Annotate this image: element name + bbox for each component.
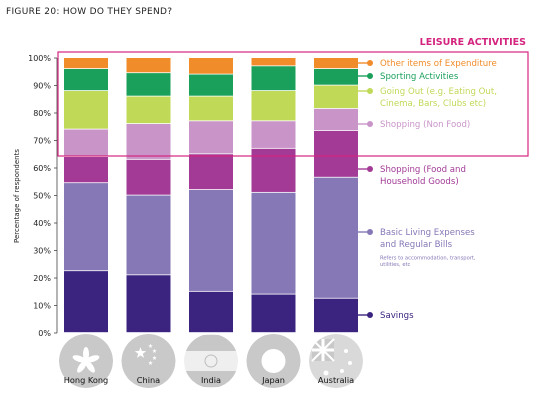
y-tick-label: 10% (33, 302, 51, 311)
leisure-activities-label: LEISURE ACTIVITIES (420, 37, 526, 48)
legend-marker-shopping-non-food (367, 121, 373, 127)
legend-label-shopping-non-food: Shopping (Non Food) (380, 120, 470, 130)
category-label-china: China (137, 375, 160, 385)
bar-australia-basic-living-expenses-and-regular-bills (314, 177, 358, 298)
bar-india-sporting-activities (189, 74, 233, 96)
legend-label-shopping-food-and-household-goods: Shopping (Food and Household Goods) (380, 165, 466, 187)
india-flag-icon (184, 334, 238, 388)
y-tick-label: 30% (33, 247, 51, 256)
category-label-india: India (201, 375, 221, 385)
y-tick-label: 20% (33, 274, 51, 283)
bars (64, 58, 358, 333)
y-tick-label: 80% (33, 109, 51, 118)
y-axis: 0% 10% 20% 30% 40% 50% 60% 70% 80% 90% 100% (28, 54, 58, 338)
bar-india-going-out-e-g-eating-out-cinema-bars-clubs-etc (189, 96, 233, 121)
legend-marker-savings (367, 312, 373, 318)
y-tick-label: 60% (33, 164, 51, 173)
bar-india-shopping-food-and-household-goods (189, 154, 233, 190)
bar-hong-kong-going-out-e-g-eating-out-cinema-bars-clubs-etc (64, 91, 108, 129)
legend-label-going-out-e-g-eating-out-cinema-bars-clubs-etc: Going Out (e.g. Eating Out, Cinema, Bars,… (380, 87, 497, 109)
legend-marker-basic-living-expenses-and-regular-bills (367, 229, 373, 235)
bar-japan-sporting-activities (251, 66, 296, 91)
bar-hong-kong-sporting-activities (64, 69, 108, 91)
y-tick-label: 40% (33, 219, 51, 228)
bar-australia-savings (314, 298, 358, 333)
bar-australia-shopping-food-and-household-goods (314, 130, 358, 177)
bar-china-sporting-activities (126, 73, 171, 96)
hong-kong-flag-icon (59, 334, 113, 388)
legend-label-basic-living-expenses-and-regular-bills: Basic Living Expenses and Regular Bills (380, 228, 475, 250)
legend: Other items of Expenditure Sporting Activ… (358, 59, 497, 321)
country-flag-icons (59, 334, 363, 388)
leisure-activities-box (57, 51, 529, 157)
category-label-australia: Australia (318, 375, 354, 385)
bar-hong-kong-basic-living-expenses-and-regular-bills (64, 183, 108, 271)
legend-marker-going-out-e-g-eating-out-cinema-bars-clubs-etc (367, 88, 373, 94)
category-label-hong-kong: Hong Kong (64, 375, 109, 385)
bar-india-shopping-non-food (189, 121, 233, 154)
y-tick-label: 90% (33, 82, 51, 91)
bar-hong-kong-shopping-food-and-household-goods (64, 157, 108, 183)
legend-marker-sporting-activities (367, 73, 373, 79)
bar-japan-basic-living-expenses-and-regular-bills (251, 192, 296, 294)
y-tick-label: 70% (33, 137, 51, 146)
bar-china-other-items-of-expenditure (126, 58, 171, 73)
y-tick-label: 50% (33, 192, 51, 201)
bar-india-basic-living-expenses-and-regular-bills (189, 190, 233, 291)
legend-label-savings: Savings (380, 311, 414, 321)
bar-japan-going-out-e-g-eating-out-cinema-bars-clubs-etc (251, 91, 296, 121)
bar-china-shopping-non-food (126, 124, 171, 159)
y-tick-label: 0% (38, 329, 51, 338)
legend-marker-other-items-of-expenditure (367, 60, 373, 66)
bar-china-savings (126, 275, 171, 333)
bar-hong-kong-savings (64, 271, 108, 333)
bar-japan-savings (251, 294, 296, 333)
legend-label-other-items-of-expenditure: Other items of Expenditure (380, 59, 497, 69)
legend-label-sporting-activities: Sporting Activities (380, 72, 459, 82)
bar-india-other-items-of-expenditure (189, 58, 233, 74)
category-labels: Hong Kong China India Japan Australia (64, 375, 354, 385)
bar-china-shopping-food-and-household-goods (126, 159, 171, 195)
y-axis-label: Percentage of respondents (13, 149, 21, 243)
bar-australia-going-out-e-g-eating-out-cinema-bars-clubs-etc (314, 85, 358, 109)
bar-australia-other-items-of-expenditure (314, 58, 358, 69)
china-flag-icon (121, 334, 176, 388)
bar-australia-sporting-activities (314, 69, 358, 85)
bar-china-basic-living-expenses-and-regular-bills (126, 195, 171, 275)
bar-hong-kong-other-items-of-expenditure (64, 58, 108, 69)
bar-hong-kong-shopping-non-food (64, 129, 108, 157)
bar-india-savings (189, 291, 233, 333)
bar-japan-shopping-food-and-household-goods (251, 148, 296, 192)
y-tick-label: 100% (28, 54, 51, 63)
bar-australia-shopping-non-food (314, 108, 358, 131)
australia-flag-icon (309, 334, 363, 388)
japan-flag-icon (246, 334, 301, 388)
bar-japan-shopping-non-food (251, 121, 296, 148)
legend-note: Refers to accommodation, transport, utili… (380, 256, 476, 269)
legend-marker-shopping-food-and-household-goods (367, 166, 373, 172)
bar-japan-other-items-of-expenditure (251, 58, 296, 66)
category-label-japan: Japan (261, 375, 285, 385)
figure-title: FIGURE 20: HOW DO THEY SPEND? (6, 7, 172, 17)
bar-china-going-out-e-g-eating-out-cinema-bars-clubs-etc (126, 96, 171, 124)
